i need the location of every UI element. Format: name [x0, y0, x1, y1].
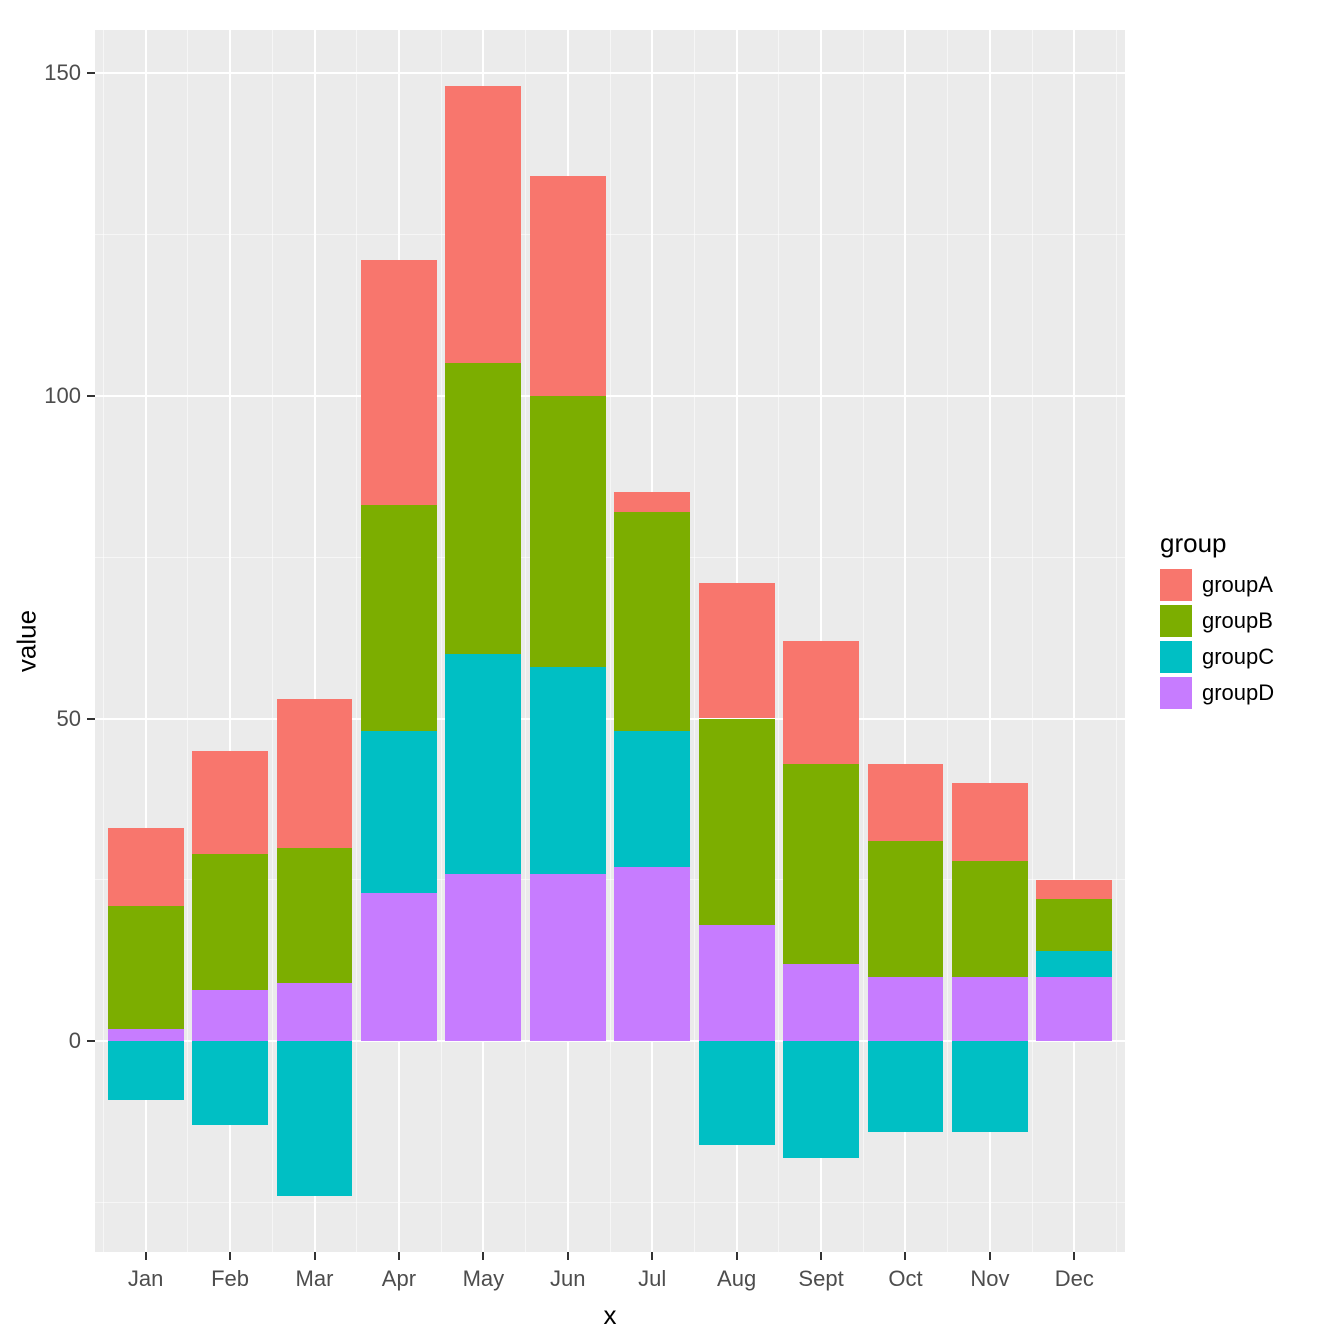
bar-segment: [445, 86, 521, 364]
bar-segment: [277, 848, 353, 984]
bar-segment: [445, 363, 521, 654]
grid-minor-v: [272, 30, 273, 1252]
bar-segment: [952, 1041, 1028, 1131]
x-tick-mark: [482, 1252, 484, 1260]
x-tick-mark: [314, 1252, 316, 1260]
bar-segment: [614, 731, 690, 867]
grid-minor-v: [694, 30, 695, 1252]
bar-segment: [530, 874, 606, 1042]
bar-segment: [1036, 899, 1112, 951]
bar-segment: [952, 783, 1028, 861]
bar-segment: [699, 719, 775, 926]
legend-title: group: [1160, 528, 1274, 559]
grid-minor-v: [1032, 30, 1033, 1252]
gridline-v: [1073, 30, 1075, 1252]
bar-segment: [530, 396, 606, 667]
bar-segment: [1036, 951, 1112, 977]
x-tick-mark: [145, 1252, 147, 1260]
legend-label: groupA: [1202, 572, 1273, 598]
legend-swatch: [1160, 605, 1192, 637]
bar-segment: [108, 906, 184, 1029]
x-tick-mark: [904, 1252, 906, 1260]
grid-minor-v: [441, 30, 442, 1252]
y-tick-mark: [87, 395, 95, 397]
bar-segment: [783, 1041, 859, 1157]
bar-segment: [699, 925, 775, 1041]
bar-segment: [868, 841, 944, 977]
grid-minor-v: [947, 30, 948, 1252]
chart-container: 050100150JanFebMarAprMayJunJulAugSeptOct…: [0, 0, 1344, 1344]
legend-item: groupA: [1160, 569, 1274, 601]
bar-segment: [1036, 977, 1112, 1042]
x-tick-mark: [229, 1252, 231, 1260]
y-axis-label: value: [12, 610, 43, 672]
x-tick-mark: [1073, 1252, 1075, 1260]
plot-panel: 050100150JanFebMarAprMayJunJulAugSeptOct…: [95, 30, 1125, 1252]
grid-minor-v: [103, 30, 104, 1252]
legend-label: groupC: [1202, 644, 1274, 670]
x-axis-label: x: [604, 1300, 617, 1331]
grid-minor-v: [863, 30, 864, 1252]
bar-segment: [614, 512, 690, 732]
bar-segment: [868, 1041, 944, 1131]
bar-segment: [361, 260, 437, 505]
legend: group groupA groupB groupC groupD: [1160, 528, 1274, 713]
bar-segment: [614, 492, 690, 511]
x-tick-mark: [736, 1252, 738, 1260]
bar-segment: [108, 1029, 184, 1042]
bar-segment: [192, 751, 268, 854]
bar-segment: [783, 964, 859, 1042]
bar-segment: [445, 874, 521, 1042]
x-tick-mark: [398, 1252, 400, 1260]
bar-segment: [192, 1041, 268, 1125]
bar-segment: [868, 764, 944, 842]
grid-minor-v: [187, 30, 188, 1252]
legend-swatch: [1160, 641, 1192, 673]
bar-segment: [952, 977, 1028, 1042]
legend-label: groupD: [1202, 680, 1274, 706]
y-tick-mark: [87, 72, 95, 74]
bar-segment: [108, 1041, 184, 1099]
bar-segment: [699, 1041, 775, 1144]
grid-minor-v: [356, 30, 357, 1252]
legend-item: groupC: [1160, 641, 1274, 673]
legend-item: groupD: [1160, 677, 1274, 709]
grid-minor-v: [778, 30, 779, 1252]
grid-minor-v: [610, 30, 611, 1252]
bar-segment: [1036, 880, 1112, 899]
bar-segment: [361, 731, 437, 892]
bar-segment: [277, 983, 353, 1041]
legend-swatch: [1160, 677, 1192, 709]
x-tick-mark: [651, 1252, 653, 1260]
bar-segment: [530, 176, 606, 396]
bar-segment: [361, 505, 437, 731]
bar-segment: [192, 854, 268, 990]
bar-segment: [192, 990, 268, 1042]
bar-segment: [108, 828, 184, 906]
bar-segment: [868, 977, 944, 1042]
bar-segment: [699, 583, 775, 719]
bar-segment: [361, 893, 437, 1042]
bar-segment: [614, 867, 690, 1041]
y-tick-mark: [87, 718, 95, 720]
bar-segment: [445, 654, 521, 874]
bar-segment: [783, 764, 859, 964]
x-tick-mark: [820, 1252, 822, 1260]
legend-item: groupB: [1160, 605, 1274, 637]
x-tick-mark: [989, 1252, 991, 1260]
x-tick-mark: [567, 1252, 569, 1260]
bar-segment: [277, 699, 353, 848]
bar-segment: [952, 861, 1028, 977]
legend-swatch: [1160, 569, 1192, 601]
bar-segment: [277, 1041, 353, 1196]
grid-minor-v: [1116, 30, 1117, 1252]
bar-segment: [530, 667, 606, 874]
bar-segment: [783, 641, 859, 764]
y-tick-mark: [87, 1040, 95, 1042]
grid-minor-v: [525, 30, 526, 1252]
legend-label: groupB: [1202, 608, 1273, 634]
